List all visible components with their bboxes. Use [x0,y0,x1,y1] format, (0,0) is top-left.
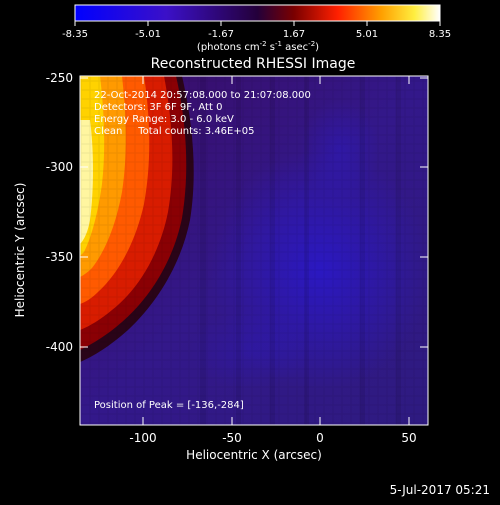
x-tick-label: -100 [129,431,156,445]
x-axis-label: Heliocentric X (arcsec) [186,448,322,462]
y-tick-label: -350 [46,250,73,264]
colorbar-frame [74,4,441,22]
footer-date: 5-Jul-2017 05:21 [390,483,490,497]
x-tick-label: -50 [222,431,242,445]
x-tick-label: 0 [316,431,324,445]
colorbar-tick-label: -8.35 [62,29,88,40]
colorbar-unit: (photons cm-2 s-1 asec-2) [197,40,319,53]
y-tick-label: -300 [46,160,73,174]
chart-title: Reconstructed RHESSI Image [151,56,356,72]
heatmap-image [80,76,428,425]
y-axis-ticks [80,77,428,348]
annotation-time-range: 22-Oct-2014 20:57:08.000 to 21:07:08.000 [94,90,311,101]
x-tick-label: 50 [401,431,416,445]
colorbar-tick-label: -1.67 [208,29,234,40]
plot-frame [79,75,429,426]
annotation-energy-range: Energy Range: 3.0 - 6.0 keV [94,114,234,125]
colorbar-tick-label: 1.67 [283,29,305,40]
annotation-detectors: Detectors: 3F 6F 9F, Att 0 [94,102,222,113]
colorbar-tick-label: 8.35 [429,29,451,40]
colorbar-tick-label: 5.01 [356,29,378,40]
annotation-counts: Clean Total counts: 3.46E+05 [94,126,254,137]
y-tick-label: -250 [46,71,73,85]
colorbar-ticks [74,21,441,26]
x-axis-ticks [142,76,410,425]
annotation-peak-position: Position of Peak = [-136,-284] [94,400,244,411]
y-axis-label: Heliocentric Y (arcsec) [13,183,27,318]
y-tick-label: -400 [46,340,73,354]
colorbar-gradient [75,5,440,21]
colorbar-tick-label: -5.01 [135,29,161,40]
